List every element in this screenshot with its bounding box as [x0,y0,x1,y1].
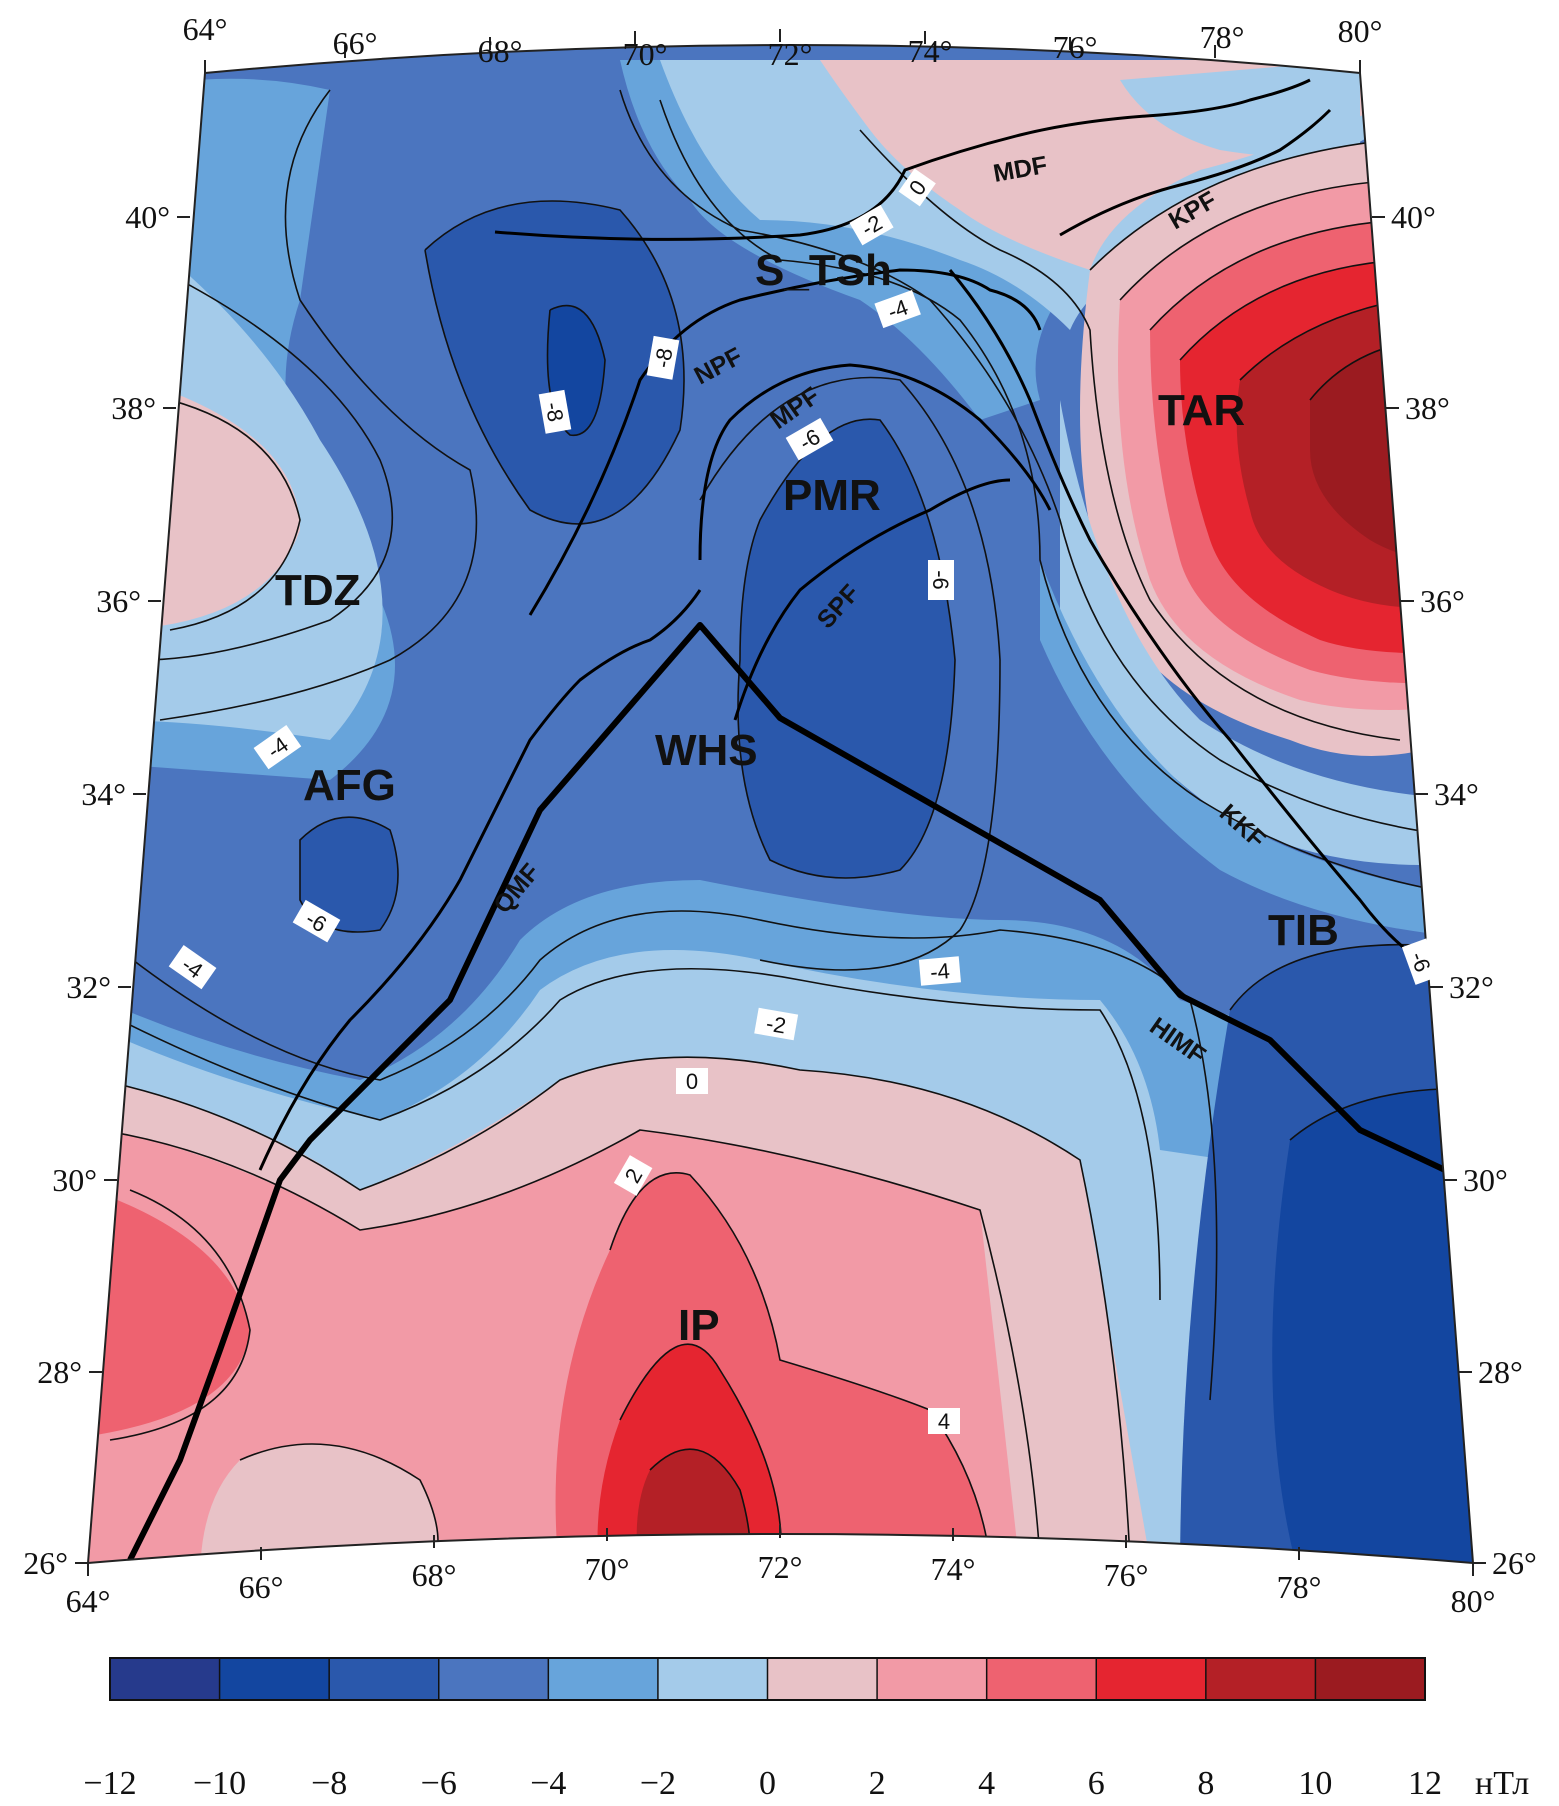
bottom-longitude-labels: 64° 66° 68° 70° 72° 74° 76° 78° 80° [66,1549,1496,1619]
contour-label: 4 [928,1408,960,1434]
lat-label: 34° [1434,776,1479,812]
lat-label: 38° [111,390,156,426]
lon-label: 76° [1104,1557,1149,1593]
colorbar-tick-label: −12 [83,1765,136,1802]
colorbar-tick-label: 8 [1197,1765,1214,1802]
region-label-s-tsh: S_TSh [755,246,892,295]
lat-label: 30° [52,1162,97,1198]
lat-label: 40° [125,199,170,235]
contour-label: 2 [613,1155,653,1196]
lon-label: 66° [333,25,378,61]
svg-text:-8: -8 [649,346,677,370]
lon-label: 68° [412,1557,457,1593]
colorbar-segment [657,1658,768,1700]
contour-label: -6 [292,899,341,943]
contour-label: -8 [538,389,572,434]
lat-label: 26° [23,1545,68,1581]
colorbar-tick-label: −8 [311,1765,347,1802]
lat-label: 36° [1420,583,1465,619]
contour-label: -4 [918,956,961,986]
lon-label: 76° [1053,29,1098,65]
lat-label: 32° [1449,969,1494,1005]
contour-label: -6 [928,560,954,600]
colorbar-segment [1096,1658,1207,1700]
colorbar-segment [219,1658,330,1700]
lon-label: 78° [1277,1569,1322,1605]
contour-lines [99,89,1473,1563]
region-label-pmr: PMR [783,471,881,520]
lon-label: 64° [183,11,228,47]
profile-line [127,622,1447,1562]
contour-label: 0 [676,1068,708,1094]
svg-text:-8: -8 [540,400,568,424]
fault-lines [258,78,1421,1171]
lon-label: 80° [1338,13,1383,49]
lon-label: 72° [768,36,813,72]
region-labels: TDZ AFG WHS PMR S_TSh TAR TIB IP [275,246,1339,1350]
lon-label: 70° [585,1551,630,1587]
lon-label: 70° [623,36,668,72]
contour-label: -8 [646,335,680,380]
colorbar-tick-label: −6 [421,1765,457,1802]
region-label-tib: TIB [1268,906,1339,955]
lat-label: 36° [96,583,141,619]
region-label-tar: TAR [1158,386,1245,435]
lon-label: 68° [478,33,523,69]
lon-label: 64° [66,1583,111,1619]
svg-text:-2: -2 [764,1010,788,1038]
colorbar-tick-label: 12 [1408,1765,1442,1802]
lon-label: 78° [1200,19,1245,55]
colorbar-tick-label: 0 [759,1765,776,1802]
svg-text:0: 0 [686,1069,698,1094]
colorbar-segment [329,1658,440,1700]
lon-label: 74° [908,33,953,69]
colorbar-segment [986,1658,1097,1700]
lon-label: 66° [239,1569,284,1605]
colorbar-segment [110,1658,221,1700]
svg-text:4: 4 [938,1409,950,1434]
contour-value-labels: 0 -2 -4 -8 -8 -6 -6 -4 -6 -4 -2 0 2 4 -4 [168,168,1440,1434]
colorbar-unit-label: нТл [1475,1765,1529,1802]
lat-label: 40° [1391,199,1436,235]
right-latitude-labels: 26° 28° 30° 32° 34° 36° 38° 40° [1391,199,1537,1581]
lat-label: 28° [37,1354,82,1390]
lat-label: 32° [66,969,111,1005]
colorbar-segment [1315,1658,1426,1700]
lat-label: 30° [1463,1162,1508,1198]
colorbar-tick-label: −10 [193,1765,246,1802]
lat-label: 28° [1478,1354,1523,1390]
colorbar-tick-label: −4 [530,1765,566,1802]
colorbar-tick-label: 6 [1088,1765,1105,1802]
left-latitude-labels: 26° 28° 30° 32° 34° 36° 38° 40° [23,199,170,1581]
region-label-ip: IP [678,1301,720,1350]
lon-label: 80° [1451,1583,1496,1619]
lon-label: 72° [758,1549,803,1585]
svg-text:-6: -6 [928,570,953,590]
colorbar-segment [438,1658,549,1700]
colorbar [109,1657,1426,1701]
colorbar-tick-label: −2 [640,1765,676,1802]
lat-label: 26° [1492,1545,1537,1581]
graticule-ticks [75,29,1486,1576]
map-frame [86,44,1475,1565]
contour-label: -2 [754,1007,799,1041]
colorbar-tick-label: 4 [978,1765,995,1802]
svg-text:-4: -4 [929,958,951,985]
colorbar-segment [877,1658,988,1700]
colorbar-tick-labels: −12 −10 −8 −6 −4 −2 0 2 4 6 8 10 12 [83,1765,1442,1802]
lon-label: 74° [931,1551,976,1587]
colorbar-segment [1205,1658,1316,1700]
colorbar-tick-label: 10 [1298,1765,1332,1802]
colorbar-segment [548,1658,659,1700]
top-longitude-labels: 64° 66° 68° 70° 72° 74° 76° 78° 80° [183,11,1383,72]
contour-label: 0 [898,168,936,207]
region-label-tdz: TDZ [275,566,361,615]
region-label-whs: WHS [655,726,758,775]
region-label-afg: AFG [303,761,396,810]
colorbar-tick-label: 2 [869,1765,886,1802]
colorbar-segment [767,1658,878,1700]
lat-label: 34° [81,776,126,812]
lat-label: 38° [1405,390,1450,426]
